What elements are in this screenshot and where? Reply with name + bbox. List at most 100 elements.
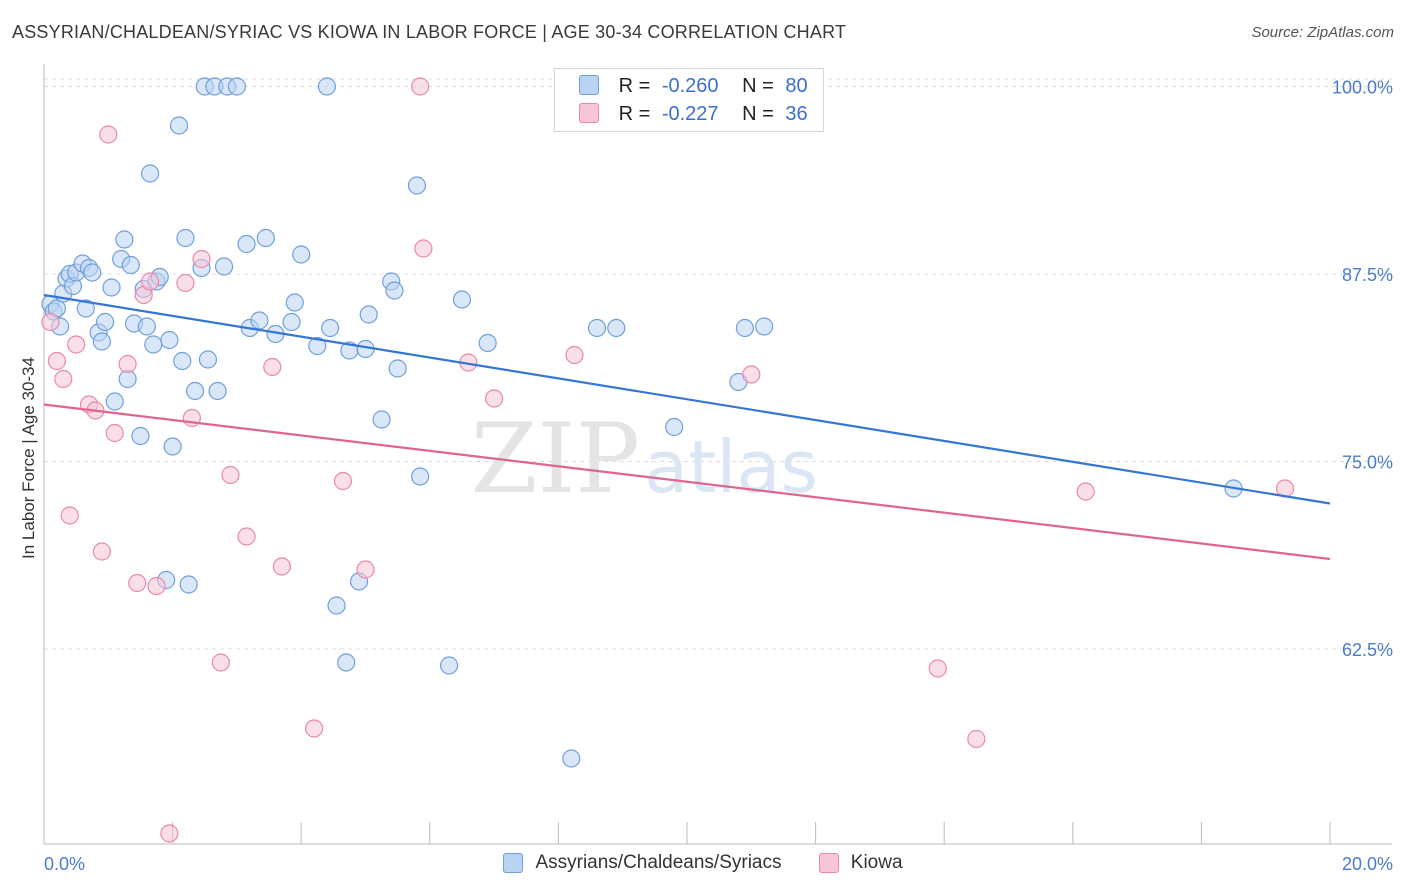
gridlines [44,78,1392,650]
assyrian-point [121,255,140,275]
legend-item-assyrian[interactable]: Assyrians/Chaldeans/Syriacs [503,852,782,874]
kiowa-point [128,573,147,593]
assyrian-point [562,749,581,768]
kiowa-point [192,249,211,269]
correlation-legend: R = -0.260 N = 80 R = -0.227 N = 36 [554,68,824,132]
kiowa-point [60,506,79,525]
kiowa-point [967,729,986,749]
assyrian-point [105,392,124,411]
assyrian-point [102,278,121,297]
assyrian-point [385,281,404,300]
kiowa-point [176,273,195,293]
assyrian-point [137,317,156,336]
kiowa-point [211,653,230,672]
assyrian-point [411,467,430,486]
y-tick-label: 87.5% [1342,265,1393,285]
legend-label-kiowa: Kiowa [850,852,903,873]
kiowa-point [485,389,504,408]
watermark: ZIP atlas [471,403,818,515]
assyrian-point [227,77,246,96]
n-label: N = [742,75,774,97]
kiowa-point [67,335,86,354]
n-label: N = [742,103,774,125]
assyrian-point [144,335,163,354]
kiowa-point [41,312,60,332]
assyrian-point [250,311,269,330]
kiowa-point [565,345,584,365]
assyrian-point [169,116,189,135]
assyrian-point [452,290,472,309]
assyrian-point [256,228,275,248]
legend-swatch-pink [818,853,839,873]
kiowa-point [414,239,433,258]
assyrian-point [176,228,195,248]
assyrian-point [665,417,684,437]
swatch-blue [579,75,599,95]
assyrian-point [76,299,95,318]
kiowa-point [99,125,118,144]
kiowa-point [237,527,256,546]
assyrian-point [186,381,205,401]
assyrian-point [359,305,378,324]
assyrian-point [179,575,198,594]
y-tick-label: 75.0% [1342,453,1393,473]
y-axis-label: In Labor Force | Age 30-34 [19,357,38,559]
chart-title: ASSYRIAN/CHALDEAN/SYRIAC VS KIOWA IN LAB… [12,22,847,42]
tick-labels: 62.5% 75.0% 87.5% 100.0% 0.0% 20.0% [44,78,1393,875]
kiowa-point [147,576,166,596]
assyrian-point [317,77,337,96]
kiowa-point [742,365,761,384]
n-value: 80 [785,75,808,97]
assyrian-point [308,336,327,356]
legend-item-kiowa[interactable]: Kiowa [818,852,903,874]
assyrian-point [327,596,346,615]
kiowa-point [263,357,282,377]
data-points [41,77,1295,843]
kiowa-point [47,351,66,371]
r-label: R = [618,103,651,125]
assyrian-point [372,410,391,429]
assyrian-point [337,653,356,672]
assyrian-point [140,164,160,183]
assyrian-point [478,333,497,353]
legend-row-kiowa: R = -0.227 N = 36 [579,103,808,126]
watermark-atlas: atlas [644,425,818,509]
assyrian-point [388,359,407,378]
source-credit: Source: ZipAtlas.com [1251,24,1394,41]
kiowa-point [272,557,292,576]
axes [43,64,1392,845]
kiowa-point [140,272,160,291]
assyrian-point [198,350,218,369]
assyrian-trend-line [43,293,1331,505]
assyrian-point [237,234,256,254]
kiowa-point [118,354,137,374]
kiowa-point [160,824,179,843]
kiowa-point [333,471,353,491]
series-legend: Assyrians/Chaldeans/Syriacs Kiowa [0,852,1406,879]
y-tick-label: 62.5% [1342,640,1393,660]
y-tick-label: 100.0% [1332,78,1393,98]
kiowa-point [928,659,947,678]
assyrian-point [163,437,182,456]
assyrian-point [83,263,102,282]
assyrian-point [160,330,179,350]
kiowa-point [304,719,324,738]
kiowa-point [1076,482,1095,501]
assyrian-point [208,381,227,401]
trend-lines [43,293,1331,561]
assyrian-point [92,332,111,351]
assyrian-point [407,176,427,195]
r-label: R = [618,75,651,97]
kiowa-point [92,542,111,561]
assyrian-point [321,318,340,338]
x-tick-label: 20.0% [1342,854,1393,874]
kiowa-point [221,465,240,485]
assyrian-point [285,293,304,312]
assyrian-point [587,318,607,338]
assyrian-point [282,312,301,332]
assyrian-point [131,426,150,446]
swatch-pink [579,103,599,123]
legend-row-assyrian: R = -0.260 N = 80 [579,75,808,98]
assyrian-point [755,317,774,336]
